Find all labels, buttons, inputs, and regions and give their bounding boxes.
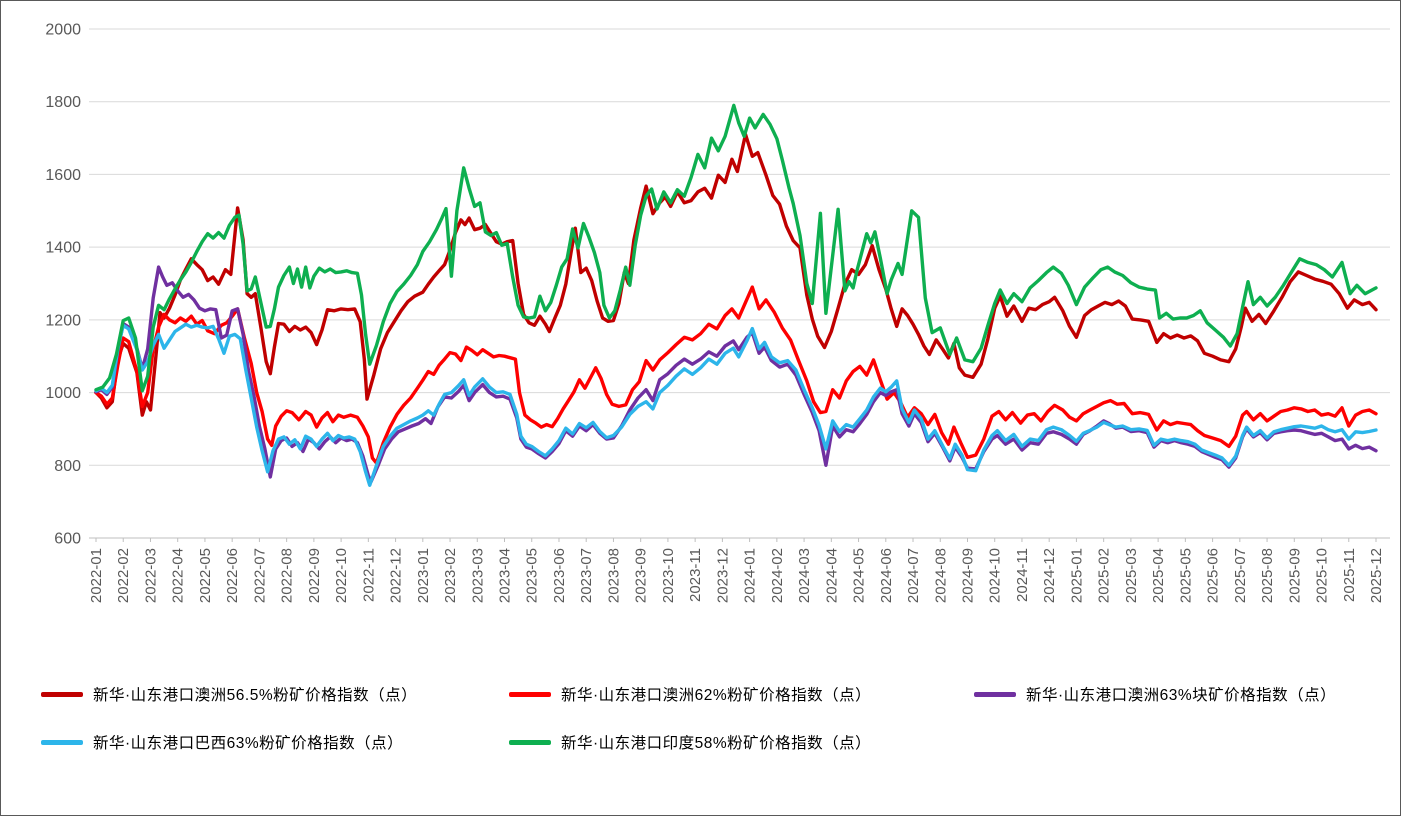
x-axis-label-2022-02: 2022-02 <box>115 548 132 603</box>
x-axis-label-2025-11: 2025-11 <box>1341 548 1358 602</box>
series-line-3 <box>94 322 1378 487</box>
legend-swatch-india-58-fines <box>509 739 551 745</box>
series-line-4 <box>94 103 1378 393</box>
x-axis-label-2025-01: 2025-01 <box>1068 548 1085 603</box>
x-axis-label-2024-03: 2024-03 <box>796 548 813 603</box>
plot-area: 600 800 1000 1200 1400 1600 1800 2000 2022-01 202… <box>45 22 1390 603</box>
x-axis-label-2022-10: 2022-10 <box>333 548 350 603</box>
x-axis-label-2025-02: 2025-02 <box>1096 548 1113 603</box>
legend-swatch-brazil-63-fines <box>41 739 83 745</box>
y-axis-label-1800: 1800 <box>45 94 81 111</box>
x-axis-label-2022-11: 2022-11 <box>360 548 377 602</box>
x-axis-label-2023-03: 2023-03 <box>469 548 486 603</box>
x-axis-label-2022-01: 2022-01 <box>88 548 105 603</box>
series-line-2 <box>94 265 1378 484</box>
x-axis-label-2024-05: 2024-05 <box>851 548 868 603</box>
x-axis-label-2023-11: 2023-11 <box>687 548 704 602</box>
y-axis-label-1200: 1200 <box>45 312 81 329</box>
x-axis-label-2022-07: 2022-07 <box>251 548 268 603</box>
legend-item-brazil-63-fines: 新华·山东港口巴西63%粉矿价格指数（点） <box>41 731 403 753</box>
legend-item-aus-63-lump: 新华·山东港口澳洲63%块矿价格指数（点） <box>974 683 1336 705</box>
x-axis-label-2025-08: 2025-08 <box>1259 548 1276 603</box>
legend-label-aus-62-fines: 新华·山东港口澳洲62%粉矿价格指数（点） <box>561 687 872 704</box>
y-axis-label-1000: 1000 <box>45 385 81 402</box>
x-axis-label-2022-03: 2022-03 <box>142 548 159 603</box>
legend-item-aus-62-fines: 新华·山东港口澳洲62%粉矿价格指数（点） <box>509 683 871 705</box>
y-axis-label-2000: 2000 <box>45 22 81 39</box>
x-axis-label-2023-06: 2023-06 <box>551 548 568 603</box>
legend-label-aus-56-5-fines: 新华·山东港口澳洲56.5%粉矿价格指数（点） <box>93 687 418 704</box>
series-line-1 <box>94 285 1378 465</box>
legend-label-brazil-63-fines: 新华·山东港口巴西63%粉矿价格指数（点） <box>93 735 404 752</box>
legend-label-aus-63-lump: 新华·山东港口澳洲63%块矿价格指数（点） <box>1026 687 1337 704</box>
x-axis-label-2023-04: 2023-04 <box>497 548 514 603</box>
legend-item-aus-56-5-fines: 新华·山东港口澳洲56.5%粉矿价格指数（点） <box>41 683 417 705</box>
x-axis-label-2024-10: 2024-10 <box>987 548 1004 603</box>
series-line-0 <box>94 132 1378 417</box>
x-axis-label-2024-08: 2024-08 <box>932 548 949 603</box>
x-axis-label-2025-12: 2025-12 <box>1368 548 1385 603</box>
x-axis-label-2024-11: 2024-11 <box>1014 548 1031 602</box>
y-axis-label-1400: 1400 <box>45 240 81 257</box>
y-axis-label-600: 600 <box>54 531 81 548</box>
legend-swatch-aus-62-fines <box>509 691 551 697</box>
x-axis-label-2024-01: 2024-01 <box>742 548 759 603</box>
x-axis-label-2022-04: 2022-04 <box>170 548 187 603</box>
x-axis-label-2025-03: 2025-03 <box>1123 548 1140 603</box>
x-axis-label-2022-12: 2022-12 <box>388 548 405 603</box>
x-axis-label-2023-01: 2023-01 <box>415 548 432 603</box>
x-axis-label-2025-06: 2025-06 <box>1205 548 1222 603</box>
x-axis-label-2024-06: 2024-06 <box>878 548 895 603</box>
x-axis-label-2022-08: 2022-08 <box>279 548 296 603</box>
x-axis-label-2023-12: 2023-12 <box>714 548 731 603</box>
x-axis-label-2023-02: 2023-02 <box>442 548 459 603</box>
x-axis-label-2022-09: 2022-09 <box>306 548 323 603</box>
x-axis-label-2023-07: 2023-07 <box>578 548 595 603</box>
x-axis-label-2024-12: 2024-12 <box>1041 548 1058 603</box>
x-axis-label-2024-02: 2024-02 <box>769 548 786 603</box>
x-axis-label-2025-10: 2025-10 <box>1314 548 1331 603</box>
x-axis-label-2023-10: 2023-10 <box>660 548 677 603</box>
x-axis-label-2025-04: 2025-04 <box>1150 548 1167 603</box>
x-axis-label-2025-09: 2025-09 <box>1286 548 1303 603</box>
legend-swatch-aus-63-lump <box>974 691 1016 697</box>
x-axis-label-2024-07: 2024-07 <box>905 548 922 603</box>
x-axis-label-2023-08: 2023-08 <box>605 548 622 603</box>
legend-swatch-aus-56-5-fines <box>41 691 83 697</box>
y-axis-label-800: 800 <box>54 458 81 475</box>
x-axis-label-2025-07: 2025-07 <box>1232 548 1249 603</box>
x-axis-label-2024-09: 2024-09 <box>959 548 976 603</box>
x-axis-label-2023-05: 2023-05 <box>524 548 541 603</box>
x-axis-label-2024-04: 2024-04 <box>823 548 840 603</box>
x-axis-label-2023-09: 2023-09 <box>633 548 650 603</box>
legend-label-india-58-fines: 新华·山东港口印度58%粉矿价格指数（点） <box>561 735 872 752</box>
x-axis-label-2022-05: 2022-05 <box>197 548 214 603</box>
y-axis-label-1600: 1600 <box>45 167 81 184</box>
x-axis-label-2025-05: 2025-05 <box>1177 548 1194 603</box>
legend-item-india-58-fines: 新华·山东港口印度58%粉矿价格指数（点） <box>509 731 871 753</box>
x-axis-label-2022-06: 2022-06 <box>224 548 241 603</box>
